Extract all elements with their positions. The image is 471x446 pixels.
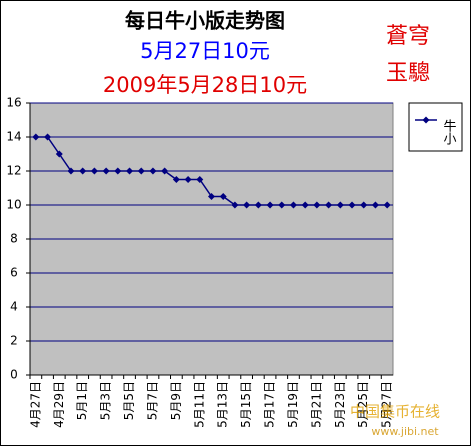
y-tick-label: 12 xyxy=(6,164,21,178)
x-tick-label: 5月19日 xyxy=(286,381,300,428)
x-tick-label: 5月21日 xyxy=(309,381,323,428)
point xyxy=(90,167,98,175)
watermark: 中国集币在线 xyxy=(350,403,440,421)
y-tick-label: 6 xyxy=(10,266,18,280)
x-tick-label: 5月23日 xyxy=(333,381,347,428)
x-tick-label: 5月11日 xyxy=(192,381,206,428)
x-tick-label: 4月27日 xyxy=(28,381,42,428)
point xyxy=(79,167,87,175)
point xyxy=(336,201,344,209)
point xyxy=(289,201,297,209)
x-tick-label: 5月27日 xyxy=(380,381,394,428)
y-tick-label: 14 xyxy=(6,130,21,144)
x-tick-label: 5月9日 xyxy=(169,381,183,420)
point xyxy=(137,167,145,175)
x-tick-label: 5月17日 xyxy=(263,381,277,428)
legend-marker xyxy=(422,116,430,124)
y-tick-label: 2 xyxy=(10,334,18,348)
watermark: www.jibi.net xyxy=(371,425,439,438)
x-tick-label: 5月7日 xyxy=(145,381,159,420)
chart-subtitle: 2009年5月28日10元 xyxy=(103,73,307,97)
point xyxy=(102,167,110,175)
point xyxy=(32,133,40,141)
point xyxy=(67,167,75,175)
point xyxy=(149,167,157,175)
x-tick-label: 5月3日 xyxy=(99,381,113,420)
point xyxy=(266,201,274,209)
point xyxy=(278,201,286,209)
point xyxy=(254,201,262,209)
y-tick-label: 8 xyxy=(10,232,18,246)
y-tick-label: 0 xyxy=(10,368,18,382)
point xyxy=(313,201,321,209)
x-tick-label: 5月1日 xyxy=(75,381,89,420)
point xyxy=(184,176,192,183)
y-tick-label: 4 xyxy=(10,300,18,314)
x-tick-label: 5月13日 xyxy=(216,381,230,428)
x-tick-label: 5月15日 xyxy=(239,381,253,428)
legend-label: 牛小 xyxy=(441,119,457,146)
point xyxy=(114,167,122,175)
point xyxy=(55,150,63,158)
point xyxy=(325,201,333,209)
point xyxy=(360,201,368,209)
x-tick-label: 5月25日 xyxy=(356,381,370,428)
point xyxy=(243,201,251,209)
point xyxy=(208,193,215,200)
point xyxy=(371,201,379,209)
chart-title: 每日牛小版走势图 xyxy=(125,9,285,33)
x-tick-label: 5月5日 xyxy=(122,381,136,420)
point xyxy=(231,201,239,209)
point xyxy=(161,167,169,175)
y-tick-label: 16 xyxy=(6,96,21,110)
point xyxy=(126,167,134,175)
point xyxy=(219,193,227,200)
point xyxy=(44,133,52,141)
chart-subtitle: 5月27日10元 xyxy=(140,39,270,63)
point xyxy=(301,201,309,209)
point xyxy=(196,176,204,183)
x-tick-label: 4月29日 xyxy=(52,381,66,428)
annotation: 玉驄 xyxy=(386,61,430,86)
point xyxy=(348,201,356,209)
y-tick-label: 10 xyxy=(6,198,21,212)
annotation: 蒼穹 xyxy=(386,24,430,49)
point xyxy=(383,201,391,209)
legend-box xyxy=(408,102,463,152)
point xyxy=(172,176,180,183)
